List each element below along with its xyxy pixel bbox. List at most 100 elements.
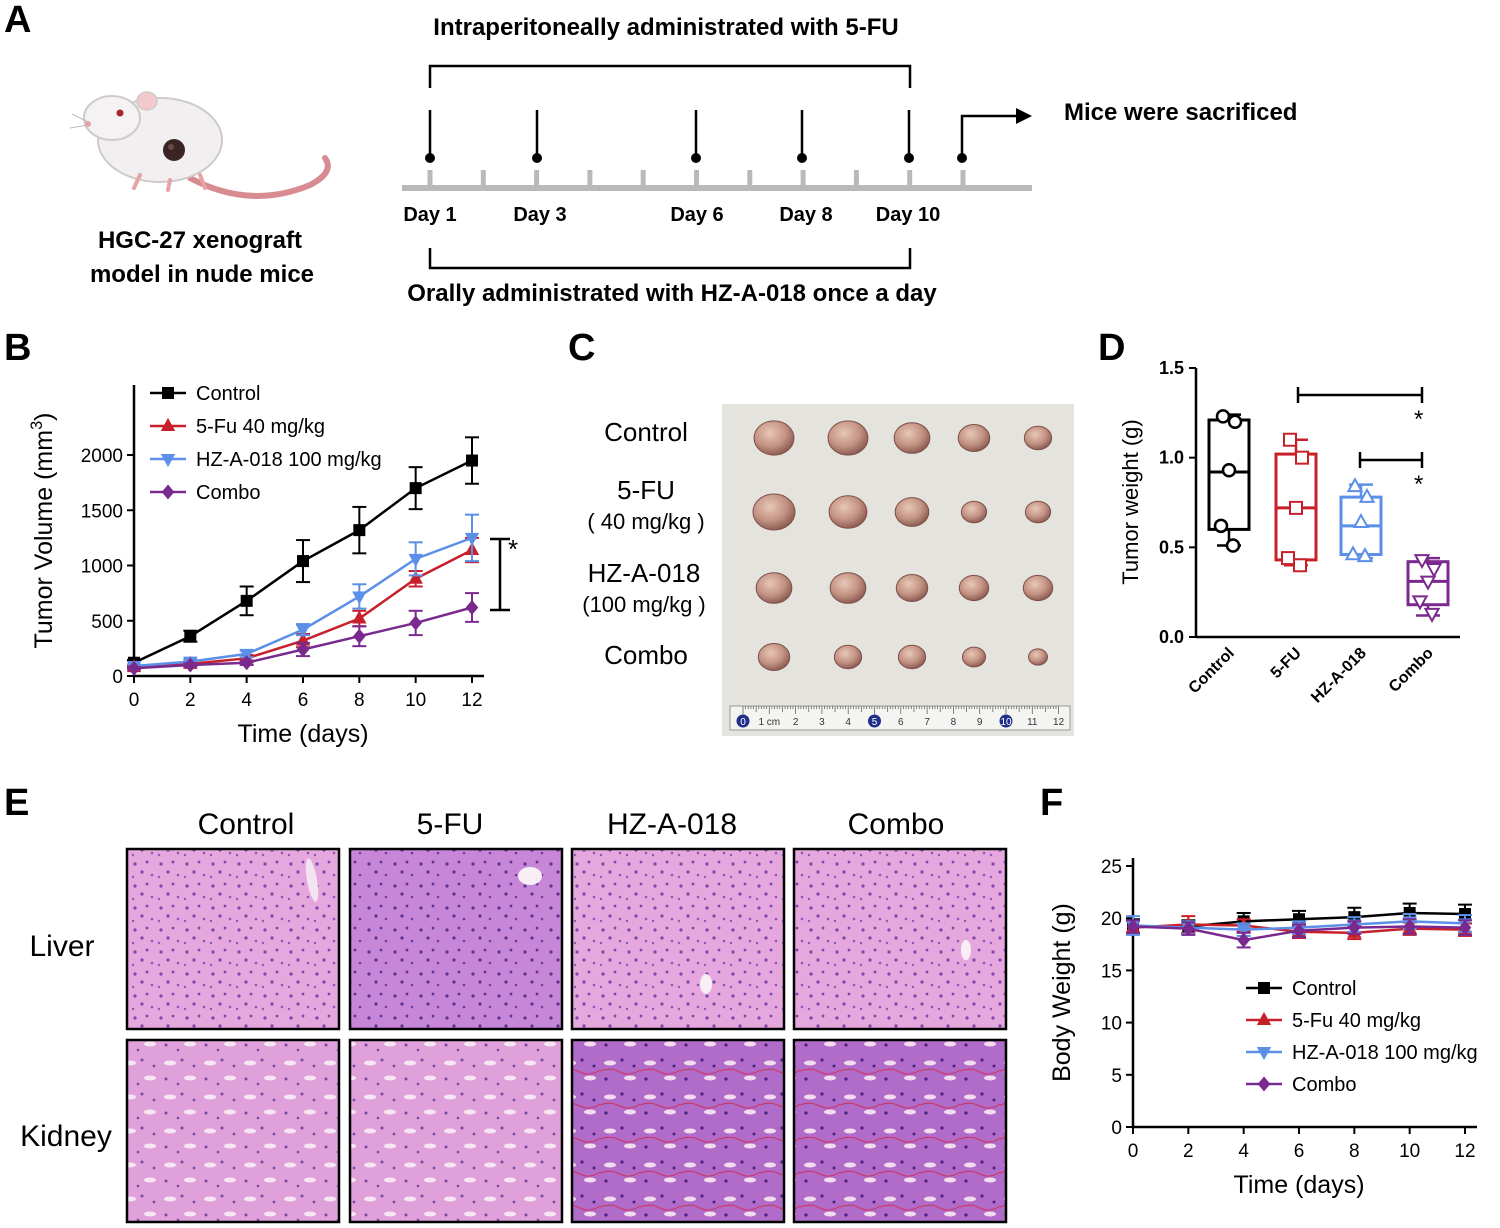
ruler-number: 6 (898, 717, 904, 728)
legend-entry: Combo (150, 482, 260, 504)
data-point (1126, 918, 1140, 935)
data-point (1213, 518, 1229, 534)
legend-label: 5-Fu 40 mg/kg (196, 416, 325, 438)
x-tick-label: 8 (354, 690, 365, 711)
y-tick-label: 5 (1111, 1066, 1122, 1087)
legend-marker (1256, 1011, 1272, 1025)
c-row-label-hz-dose: (100 mg/kg ) (582, 592, 706, 617)
sacrificed-label: Mice were sacrificed (1064, 99, 1297, 126)
data-point (240, 594, 253, 607)
e-col-label-combo: Combo (848, 808, 945, 841)
data-point (1352, 512, 1370, 529)
c-row-label-5fu-dose: ( 40 mg/kg ) (587, 509, 704, 534)
legend-entry: 5-Fu 40 mg/kg (150, 416, 325, 438)
day-label: Day 1 (403, 204, 456, 226)
ruler-number: 2 (793, 717, 799, 728)
day-label: Day 10 (876, 204, 941, 226)
ruler-marker (999, 714, 1013, 728)
data-point (1227, 414, 1243, 430)
x-tick-label: 0 (1128, 1141, 1139, 1162)
data-point (1346, 477, 1364, 493)
ruler-number: 0 (740, 717, 746, 728)
series-3 (127, 592, 479, 676)
box-3 (1406, 554, 1450, 623)
tumor-specimen (1028, 648, 1048, 666)
tumor-specimen (833, 644, 863, 670)
x-tick-label: 6 (1294, 1141, 1305, 1162)
x-axis-title: Time (days) (237, 720, 368, 748)
y-tick-label: 0 (1111, 1118, 1122, 1139)
data-point (409, 615, 422, 631)
significance-star: * (1414, 406, 1423, 433)
y-axis-title: Tumor weight (g) (1118, 419, 1143, 584)
data-point (1425, 563, 1443, 579)
data-point (465, 599, 479, 616)
tumor-photo-specimens (752, 420, 1054, 671)
data-point (1221, 462, 1237, 478)
ip-admin-label: Intraperitoneally administrated with 5-F… (433, 14, 898, 41)
panel-label-d: D (1098, 327, 1125, 369)
data-point (1295, 450, 1309, 465)
legend-entry: Combo (1246, 1074, 1356, 1096)
x-tick-label: Control (1186, 645, 1238, 697)
tumor-specimen (755, 572, 793, 604)
he-kidney-combo (792, 1038, 1008, 1224)
panel-label-f: F (1040, 782, 1063, 824)
he-liver-combo (792, 847, 1008, 1031)
ip-bracket (428, 64, 912, 88)
ruler-number: 11 (1027, 717, 1038, 728)
tumor-photo (722, 404, 1074, 736)
x-tick-label: 4 (1238, 1141, 1249, 1162)
tumor-specimen (958, 574, 990, 602)
e-col-label-hz: HZ-A-018 (607, 808, 737, 841)
oral-bracket (428, 248, 912, 270)
legend-label: HZ-A-018 100 mg/kg (1292, 1042, 1478, 1064)
data-point (1225, 538, 1241, 553)
ruler-number: 1 cm (758, 717, 780, 728)
data-point (127, 660, 141, 676)
data-point (1348, 920, 1361, 936)
e-col-label-5fu: 5-FU (417, 808, 484, 841)
he-kidney-5fu (348, 1038, 564, 1224)
tumor-specimen (957, 424, 991, 452)
x-axis-title: Time (days) (1233, 1171, 1364, 1199)
x-tick-label: 8 (1349, 1141, 1360, 1162)
c-row-label-5fu: 5-FU (617, 475, 675, 505)
data-point (466, 454, 478, 467)
x-tick-label: 5-FU (1268, 645, 1305, 682)
tumor-specimen (827, 420, 869, 456)
data-point (1411, 595, 1429, 611)
legend-marker (162, 387, 174, 399)
oral-admin-label: Orally administrated with HZ-A-018 once … (407, 280, 937, 307)
legend-marker (1258, 982, 1270, 994)
e-row-label-kidney: Kidney (20, 1120, 112, 1153)
data-point (1356, 547, 1374, 563)
tumor-specimen (894, 497, 930, 527)
dose-dot (532, 153, 542, 163)
legend-label: Combo (1292, 1074, 1356, 1096)
data-point (1344, 545, 1362, 561)
y-tick-label: 0 (112, 667, 123, 688)
significance-star: * (508, 534, 518, 564)
x-tick-label: 4 (241, 690, 252, 711)
y-axis-title: Body Weight (g) (1048, 903, 1076, 1082)
chart-body-weight: 0 2 4 6 8 10 12 0 5 10 15 20 25 Time (days) Body Weigh… (1048, 857, 1478, 1199)
data-point (1215, 409, 1231, 424)
chart-tumor-weight: 0.0 0.5 1.0 1.5 Tumor weight (g) Control 5-FU H… (1118, 358, 1460, 706)
ruler-number: 10 (1000, 717, 1012, 728)
day-label: Day 3 (513, 204, 566, 226)
tumor-specimen (1022, 574, 1054, 602)
day-label: Day 8 (779, 204, 832, 226)
data-point (239, 648, 254, 662)
c-row-label-combo: Combo (604, 640, 688, 670)
sacrifice-arrow (960, 114, 1020, 156)
data-point (1423, 607, 1441, 623)
data-point (1358, 487, 1376, 503)
sacrifice-dot (957, 153, 967, 163)
tumor-specimen (895, 574, 929, 602)
panel-label-b: B (4, 327, 31, 369)
x-tick-label: 2 (1183, 1141, 1194, 1162)
y-axis-title: Tumor Volume (mm3) (28, 413, 58, 649)
legend-marker (161, 484, 175, 500)
c-row-label-control: Control (604, 417, 688, 447)
